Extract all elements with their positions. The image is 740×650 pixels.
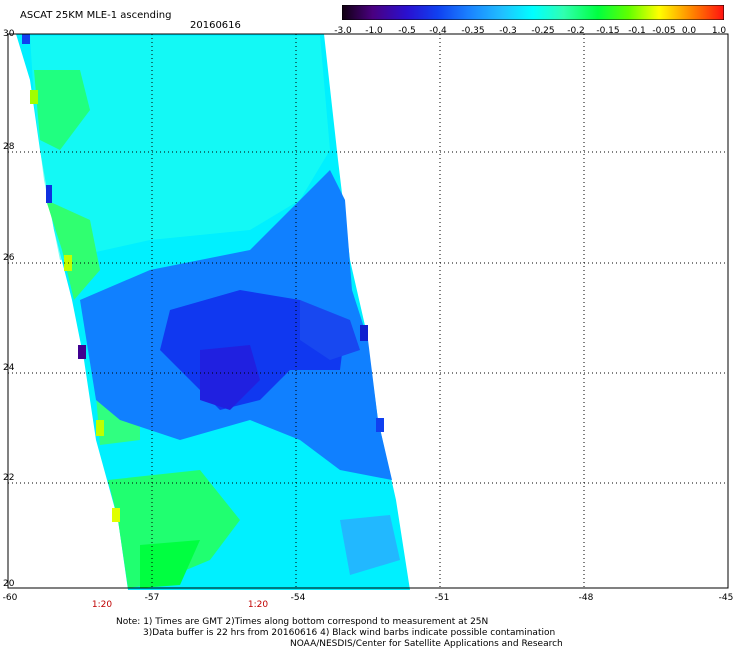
- y-tick-label: 20: [3, 579, 15, 589]
- x-tick-label: -45: [718, 593, 734, 603]
- colorbar-label: -1.0: [365, 26, 383, 36]
- map-frame: [7, 33, 729, 589]
- note-line-1: Note: 1) Times are GMT 2)Times along bot…: [116, 617, 489, 627]
- colorbar-label: -0.3: [499, 26, 517, 36]
- colorbar-label: -0.25: [531, 26, 555, 36]
- graticule: [8, 34, 728, 588]
- edge-pixel: [78, 345, 86, 359]
- x-tick-label: -57: [144, 593, 160, 603]
- colorbar-label: -0.15: [596, 26, 620, 36]
- colorbar-label: -3.0: [334, 26, 352, 36]
- green-patch-north: [34, 70, 90, 150]
- colorbar-label: -0.05: [652, 26, 676, 36]
- note-line-3: NOAA/NESDIS/Center for Satellite Applica…: [290, 639, 563, 649]
- x-tick-label: -48: [578, 593, 594, 603]
- edge-pixel: [112, 508, 120, 522]
- colorbar-label: -0.2: [567, 26, 585, 36]
- y-tick-label: 24: [3, 363, 15, 373]
- x-tick-label: -51: [434, 593, 450, 603]
- time-label: 1:20: [247, 600, 269, 610]
- swath-upper-light: [30, 36, 330, 260]
- time-label: 1:20: [91, 600, 113, 610]
- edge-pixel: [376, 418, 384, 432]
- colorbar: [342, 5, 724, 20]
- x-tick-label: -60: [2, 593, 18, 603]
- note-line-2: 3)Data buffer is 22 hrs from 20160616 4)…: [143, 628, 556, 638]
- edge-pixel: [22, 34, 30, 44]
- colorbar-label: -0.5: [398, 26, 416, 36]
- colorbar-label: 1.0: [711, 26, 727, 36]
- green-patch-south2: [140, 540, 200, 588]
- colorbar-labels: -3.0 -1.0 -0.5 -0.4 -0.35 -0.3 -0.25 -0.…: [330, 26, 740, 37]
- edge-pixel: [360, 325, 368, 341]
- colorbar-label: -0.1: [628, 26, 646, 36]
- y-tick-label: 28: [3, 142, 15, 152]
- colorbar-label: -0.35: [461, 26, 485, 36]
- blue-east: [300, 300, 360, 360]
- green-patch-west: [46, 200, 100, 300]
- x-tick-label: -54: [290, 593, 306, 603]
- colorbar-label: -0.4: [429, 26, 447, 36]
- edge-pixel: [46, 185, 52, 203]
- map-title: ASCAT 25KM MLE-1 ascending: [20, 10, 172, 21]
- map-date: 20160616: [190, 20, 241, 31]
- y-tick-label: 22: [3, 473, 15, 483]
- y-tick-label: 26: [3, 253, 15, 263]
- colorbar-label: 0.0: [681, 26, 697, 36]
- blue-core-2: [200, 345, 260, 410]
- edge-pixel: [30, 90, 38, 104]
- y-tick-label: 30: [3, 29, 15, 39]
- blue-southeast: [340, 515, 400, 575]
- edge-pixel: [96, 420, 104, 436]
